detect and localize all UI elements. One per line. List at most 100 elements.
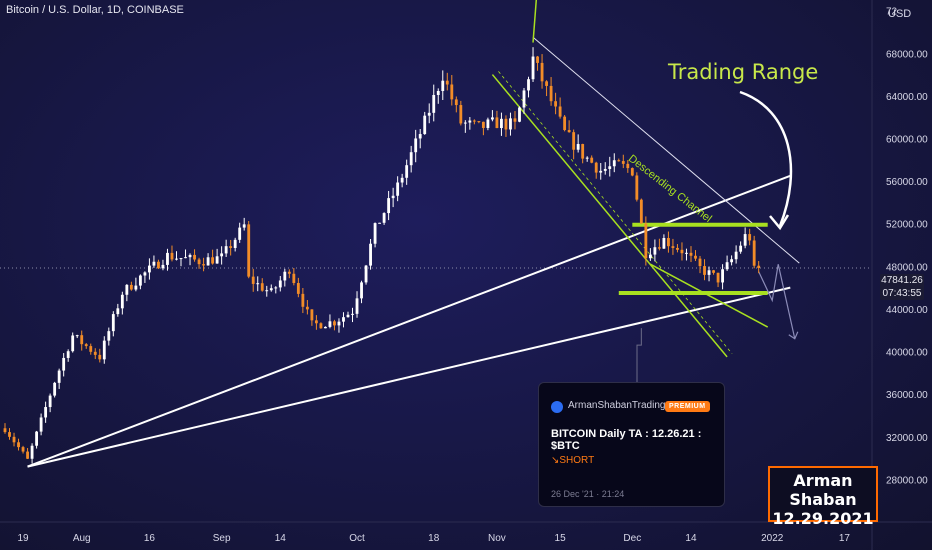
- x-tick-label: 18: [428, 533, 440, 544]
- candle-body: [540, 62, 544, 82]
- candle-body: [251, 276, 255, 284]
- trend-line: [27, 286, 791, 468]
- candle-body: [721, 269, 724, 283]
- x-tick-label: 14: [685, 533, 697, 544]
- candle-body: [211, 257, 215, 264]
- candle-body: [730, 259, 734, 263]
- y-tick-label: 44000.00: [886, 305, 928, 316]
- candle-body: [197, 259, 201, 265]
- candle-body: [57, 370, 61, 383]
- candle-body: [44, 407, 48, 418]
- trading-range-annotation[interactable]: Trading Range: [668, 60, 819, 84]
- projection-path: [758, 264, 796, 339]
- candle-body: [148, 265, 151, 273]
- candle-body: [129, 284, 133, 290]
- candle-body: [468, 120, 472, 123]
- candle-body: [436, 91, 440, 95]
- candle-body: [427, 112, 431, 116]
- author-avatar[interactable]: [551, 401, 563, 413]
- candle-body: [522, 90, 526, 108]
- candle-body: [594, 162, 598, 173]
- last-price: 47841.26: [881, 275, 923, 286]
- candle-body: [337, 321, 341, 326]
- candle-body: [170, 252, 174, 260]
- candle-body: [509, 118, 512, 130]
- short-direction-label: ↘SHORT: [551, 455, 595, 466]
- candle-body: [75, 335, 79, 337]
- channel-dashed-line: [498, 71, 733, 354]
- candle-body: [432, 94, 436, 113]
- candle-body: [585, 157, 589, 159]
- candle-body: [630, 168, 634, 176]
- candle-body: [545, 81, 548, 86]
- candle-body: [193, 254, 196, 260]
- candle-body: [378, 222, 382, 224]
- candle-body: [518, 107, 521, 122]
- candle-body: [441, 80, 445, 92]
- candle-body: [603, 168, 607, 171]
- candle-body: [283, 271, 287, 281]
- candle-body: [639, 199, 643, 224]
- candle-body: [716, 272, 720, 283]
- candle-body: [373, 223, 377, 244]
- candle-body: [134, 285, 138, 290]
- candle-body: [102, 340, 106, 360]
- candle-body: [549, 85, 553, 102]
- candle-body: [175, 258, 178, 260]
- candle-body: [215, 256, 219, 264]
- candle-body: [387, 198, 391, 214]
- candle-body: [657, 247, 661, 249]
- card-date: 26 Dec '21 · 21:24: [551, 489, 625, 499]
- candle-body: [260, 283, 264, 291]
- candle-body: [418, 134, 422, 139]
- candle-body: [734, 251, 738, 260]
- candle-body: [581, 144, 585, 159]
- y-tick-label: 56000.00: [886, 177, 928, 188]
- card-author[interactable]: ArmanShabanTrading: [568, 400, 666, 411]
- x-tick-label: Aug: [73, 533, 91, 544]
- candle-body: [414, 138, 418, 153]
- symbol-title[interactable]: Bitcoin / U.S. Dollar, 1D, COINBASE: [6, 4, 184, 16]
- channel-extension-lower: [650, 263, 769, 328]
- candle-body: [531, 56, 535, 80]
- candle-body: [612, 160, 616, 167]
- candle-body: [680, 249, 684, 254]
- candle-body: [184, 257, 187, 259]
- candle-body: [752, 240, 756, 266]
- candle-body: [450, 84, 454, 100]
- candle-body: [689, 252, 693, 256]
- premium-badge: PREMIUM: [665, 401, 710, 412]
- candle-body: [481, 121, 485, 128]
- y-tick-label: 28000.00: [886, 475, 928, 486]
- candle-body: [21, 447, 25, 452]
- idea-post-card[interactable]: ArmanShabanTrading PREMIUM BITCOIN Daily…: [538, 382, 725, 507]
- candle-body: [400, 177, 404, 183]
- candle-body: [513, 118, 517, 122]
- candle-body: [653, 247, 657, 255]
- candle-body: [558, 106, 562, 117]
- candle-body: [12, 436, 16, 443]
- candle-body: [98, 354, 102, 360]
- candle-body: [667, 238, 670, 247]
- projection-arrowhead: [788, 331, 799, 340]
- candle-body: [138, 275, 142, 286]
- candle-body: [757, 265, 761, 269]
- candle-body: [382, 213, 386, 223]
- x-tick-label: 14: [275, 533, 287, 544]
- candle-body: [423, 115, 427, 135]
- y-tick-label: 48000.00: [886, 262, 928, 273]
- candle-body: [287, 271, 291, 274]
- y-tick-label: 32000.00: [886, 433, 928, 444]
- card-title[interactable]: BITCOIN Daily TA : 12.26.21 : $BTC: [551, 428, 702, 452]
- last-price-badge: 47841.26 07:43:55: [880, 274, 924, 300]
- candle-body: [48, 395, 52, 408]
- candle-body: [305, 306, 309, 310]
- candle-body: [563, 116, 567, 131]
- candle-body: [3, 428, 7, 433]
- candle-body: [247, 224, 251, 277]
- y-tick-label: 40000.00: [886, 348, 928, 359]
- candle-body: [89, 346, 93, 352]
- candle-body: [265, 290, 269, 292]
